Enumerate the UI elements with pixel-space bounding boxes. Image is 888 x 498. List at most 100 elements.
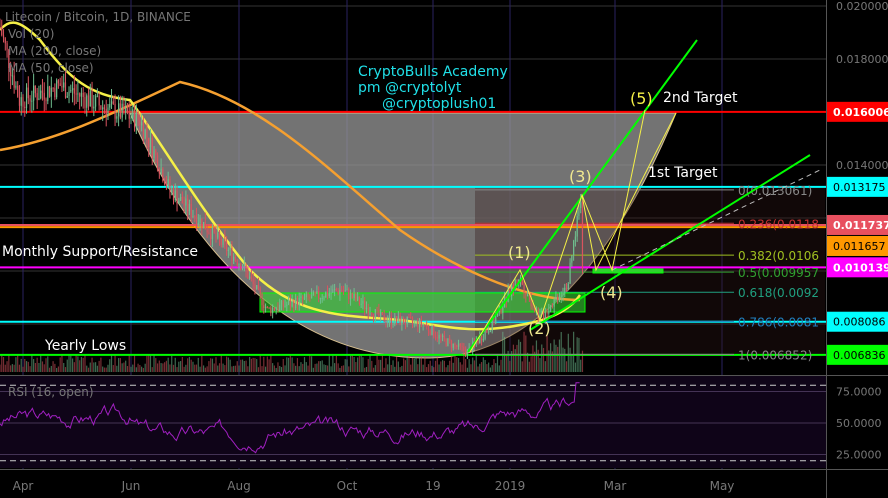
candle [565, 287, 568, 290]
candle [395, 316, 398, 322]
volume-bar [461, 364, 463, 372]
volume-bar [165, 360, 168, 372]
volume-bar [429, 360, 431, 372]
volume-bar [365, 366, 368, 372]
candle [61, 85, 63, 88]
volume-bar [224, 365, 226, 372]
candle [52, 87, 54, 89]
candle [22, 97, 24, 107]
candle [489, 331, 492, 333]
volume-bar [355, 362, 357, 372]
candle [546, 311, 548, 314]
volume-bar [564, 348, 566, 372]
wave-2-label: (2) [528, 319, 551, 338]
candle [272, 307, 274, 314]
volume-bar [422, 364, 424, 372]
volume-bar [303, 357, 306, 372]
candle [75, 93, 77, 95]
volume-bar [291, 357, 293, 372]
volume-bar [310, 356, 313, 372]
price-badge [827, 214, 888, 235]
time-axis[interactable]: Apr Jun Aug Oct 19 2019 Mar May [13, 479, 735, 493]
ma50-line [0, 21, 582, 331]
candle [112, 101, 114, 104]
candle [284, 305, 286, 307]
volume-bar [50, 365, 52, 372]
candle [139, 120, 141, 126]
volume-bar [240, 359, 242, 372]
candle [560, 295, 562, 297]
price-axis[interactable]: 0.016006 0.013175 0.011737 0.011657 0.010139… [827, 0, 888, 462]
rsi-label[interactable]: RSI (16, open) [8, 385, 94, 399]
candle [314, 291, 316, 294]
wave-3-label: (3) [569, 167, 592, 186]
volume-bar [275, 367, 277, 372]
candle [192, 215, 194, 217]
volume-bar [266, 356, 268, 372]
volume-bar [98, 360, 100, 372]
indicator-ma50[interactable]: MA (50, close) [8, 61, 94, 75]
volume-bar [484, 359, 486, 372]
candle [156, 155, 159, 171]
candle [34, 85, 36, 94]
volume-bar [164, 362, 166, 372]
volume-bar [532, 345, 534, 372]
volume-bar [91, 357, 93, 372]
candle [84, 97, 86, 108]
volume-bar [544, 361, 546, 372]
candle [436, 337, 438, 339]
volume-bar [325, 365, 327, 372]
candle [215, 232, 217, 238]
candle [431, 326, 433, 335]
candle [530, 295, 532, 307]
volume-bar [282, 359, 284, 372]
volume-bar [502, 331, 504, 372]
volume-bar [353, 356, 355, 372]
monthly-sr-label: Monthly Support/Resistance [2, 244, 198, 260]
volume-bar [475, 354, 477, 372]
candle [187, 198, 189, 212]
indicator-ma200[interactable]: MA (200, close) [8, 44, 101, 58]
volume-bar [4, 364, 6, 372]
volume-bar [511, 351, 513, 372]
candle [109, 104, 111, 108]
volume-bar [456, 357, 458, 372]
candle [18, 96, 21, 106]
volume-bar [449, 360, 451, 372]
volume-bar [64, 367, 67, 372]
candle [303, 297, 306, 300]
price-badge [827, 311, 888, 332]
elliott-wave-path [469, 109, 646, 353]
candle [459, 343, 461, 346]
candle [401, 317, 403, 325]
volume-bar [125, 360, 127, 372]
candle [144, 129, 146, 139]
volume-bar [580, 359, 582, 372]
indicator-volume[interactable]: Vol (20) [8, 27, 54, 41]
candle [491, 318, 493, 332]
volume-bar [541, 344, 543, 372]
volume-bar [96, 365, 98, 372]
candle [282, 300, 284, 307]
volume-bar [233, 365, 235, 372]
volume-bar [56, 367, 58, 372]
candle [245, 264, 247, 271]
candle [553, 299, 555, 307]
volume-bar [330, 366, 332, 372]
candle [365, 307, 368, 310]
fib-label: 0.618(0.0092 [738, 286, 819, 300]
candle [226, 242, 228, 252]
candle [77, 93, 79, 95]
volume-bar [573, 331, 575, 372]
price-badge-label: 0.006836 [833, 349, 886, 362]
candle [155, 150, 157, 156]
volume-bar [399, 367, 401, 372]
candle [424, 323, 426, 326]
volume-bar [201, 355, 203, 372]
volume-bar [480, 362, 483, 372]
volume-bar [390, 364, 392, 372]
volume-bar [249, 356, 251, 372]
candle [509, 289, 511, 297]
volume-bar [326, 365, 329, 372]
